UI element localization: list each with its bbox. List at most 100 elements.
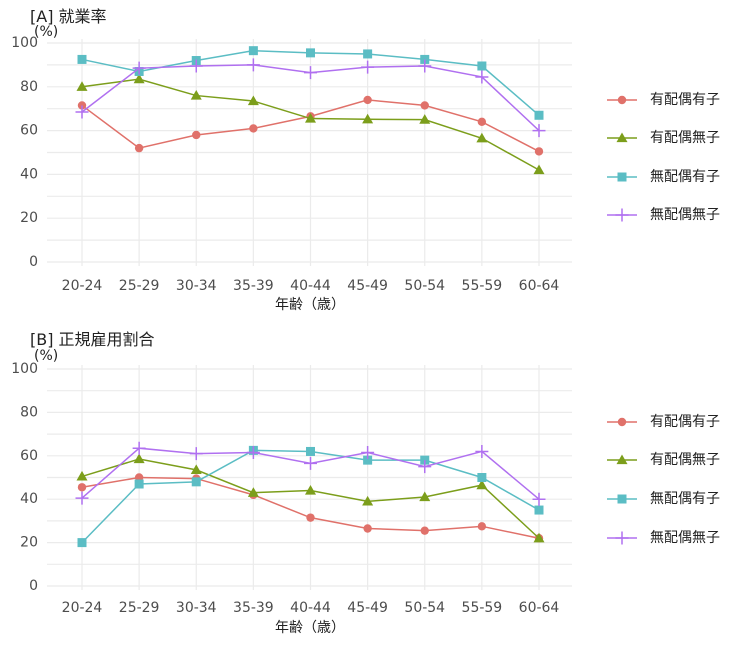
data-point: [532, 124, 546, 138]
data-point: [477, 522, 487, 531]
x-axis-title: 年齢（歳）: [275, 297, 345, 313]
x-tick-label: 35-39: [233, 278, 274, 294]
series-3: [77, 445, 544, 548]
data-point: [361, 60, 375, 74]
data-point: [75, 491, 89, 505]
data-point: [77, 54, 87, 64]
data-point: [134, 479, 144, 489]
data-point: [363, 524, 372, 533]
data-point: [133, 73, 145, 84]
y-tick-label: 80: [20, 79, 38, 95]
legend-marker: [617, 417, 627, 427]
series-4: [75, 441, 546, 506]
legend-marker: [617, 95, 627, 105]
y-tick-label: 80: [20, 404, 38, 420]
data-point: [305, 485, 316, 495]
data-point: [77, 101, 87, 110]
y-tick-label: 20: [20, 210, 38, 226]
data-point: [532, 492, 546, 506]
data-point: [247, 487, 259, 497]
legend-item: 有配偶有子: [607, 414, 720, 430]
data-point: [191, 477, 201, 487]
data-point: [134, 143, 144, 153]
x-tick-label: 50-54: [404, 600, 445, 616]
data-point: [76, 470, 88, 481]
x-tick-label: 60-64: [519, 278, 560, 294]
data-point: [77, 483, 87, 492]
data-point: [248, 46, 258, 56]
y-unit-label: (%): [34, 24, 58, 40]
data-point: [306, 48, 315, 58]
data-point: [419, 114, 431, 124]
data-point: [476, 479, 488, 490]
x-tick-label: 35-39: [233, 600, 274, 616]
legend-marker: [615, 208, 629, 222]
data-point: [75, 105, 89, 119]
data-point: [533, 164, 545, 175]
x-tick-label: 30-34: [176, 600, 217, 616]
data-point: [246, 446, 260, 460]
x-tick-label: 60-64: [519, 600, 560, 616]
data-point: [132, 441, 146, 455]
y-tick-label: 40: [20, 166, 38, 182]
x-tick-label: 25-29: [119, 278, 160, 294]
data-point: [192, 130, 201, 140]
data-point: [246, 58, 260, 72]
y-tick-label: 0: [29, 254, 38, 270]
data-point: [77, 538, 87, 548]
legend-label: 無配偶有子: [650, 169, 720, 185]
data-point: [189, 59, 203, 73]
data-point: [133, 453, 145, 464]
data-point: [189, 447, 203, 461]
chart-title: [B] 正規雇用割合: [30, 330, 155, 349]
data-point: [306, 513, 315, 522]
data-point: [534, 147, 544, 156]
data-point: [190, 90, 202, 100]
x-axis-title: 年齢（歳）: [275, 620, 345, 636]
chart-panel-a: [A] 就業率 0 20 40 60 80 100(%) 20-24 25-29 30-34 35-…: [11, 7, 720, 313]
y-tick-label: 100: [11, 361, 38, 377]
legend-item: 無配偶有子: [607, 169, 720, 185]
x-tick-label: 50-54: [404, 278, 445, 294]
data-point: [361, 446, 375, 460]
data-point: [363, 95, 372, 105]
x-tick-label: 25-29: [119, 600, 160, 616]
legend-marker: [616, 454, 628, 465]
data-point: [477, 473, 487, 482]
legend-marker: [617, 494, 627, 504]
x-tick-label: 20-24: [62, 278, 103, 294]
x-tick-label: 45-49: [347, 600, 388, 616]
data-point: [476, 132, 488, 143]
data-point: [305, 113, 316, 123]
data-point: [475, 70, 489, 84]
x-tick-label: 40-44: [290, 600, 331, 616]
legend-label: 無配偶無子: [650, 530, 720, 546]
x-tick-label: 55-59: [462, 278, 503, 294]
legend-label: 有配偶無子: [650, 130, 720, 146]
data-point: [362, 495, 374, 506]
data-point: [363, 49, 373, 59]
legend-item: 有配偶無子: [607, 452, 720, 468]
data-point: [363, 455, 373, 465]
x-tick-label: 55-59: [462, 600, 503, 616]
data-point: [249, 124, 258, 133]
data-point: [420, 54, 430, 64]
y-tick-label: 20: [20, 535, 38, 551]
data-point: [418, 460, 432, 474]
y-tick-label: 60: [20, 448, 38, 464]
data-point: [247, 95, 259, 106]
x-tick-label: 45-49: [347, 278, 388, 294]
series-2: [76, 453, 545, 543]
x-tick-label: 30-34: [176, 278, 217, 294]
data-point: [190, 464, 202, 475]
legend-item: 無配偶有子: [607, 491, 720, 507]
data-point: [477, 61, 487, 71]
legend-label: 無配偶有子: [650, 491, 720, 507]
legend-marker: [615, 531, 629, 545]
legend-item: 有配偶有子: [607, 92, 720, 108]
data-point: [418, 59, 432, 73]
y-tick-label: 0: [29, 578, 38, 594]
series-2: [76, 73, 545, 175]
data-point: [420, 101, 429, 110]
